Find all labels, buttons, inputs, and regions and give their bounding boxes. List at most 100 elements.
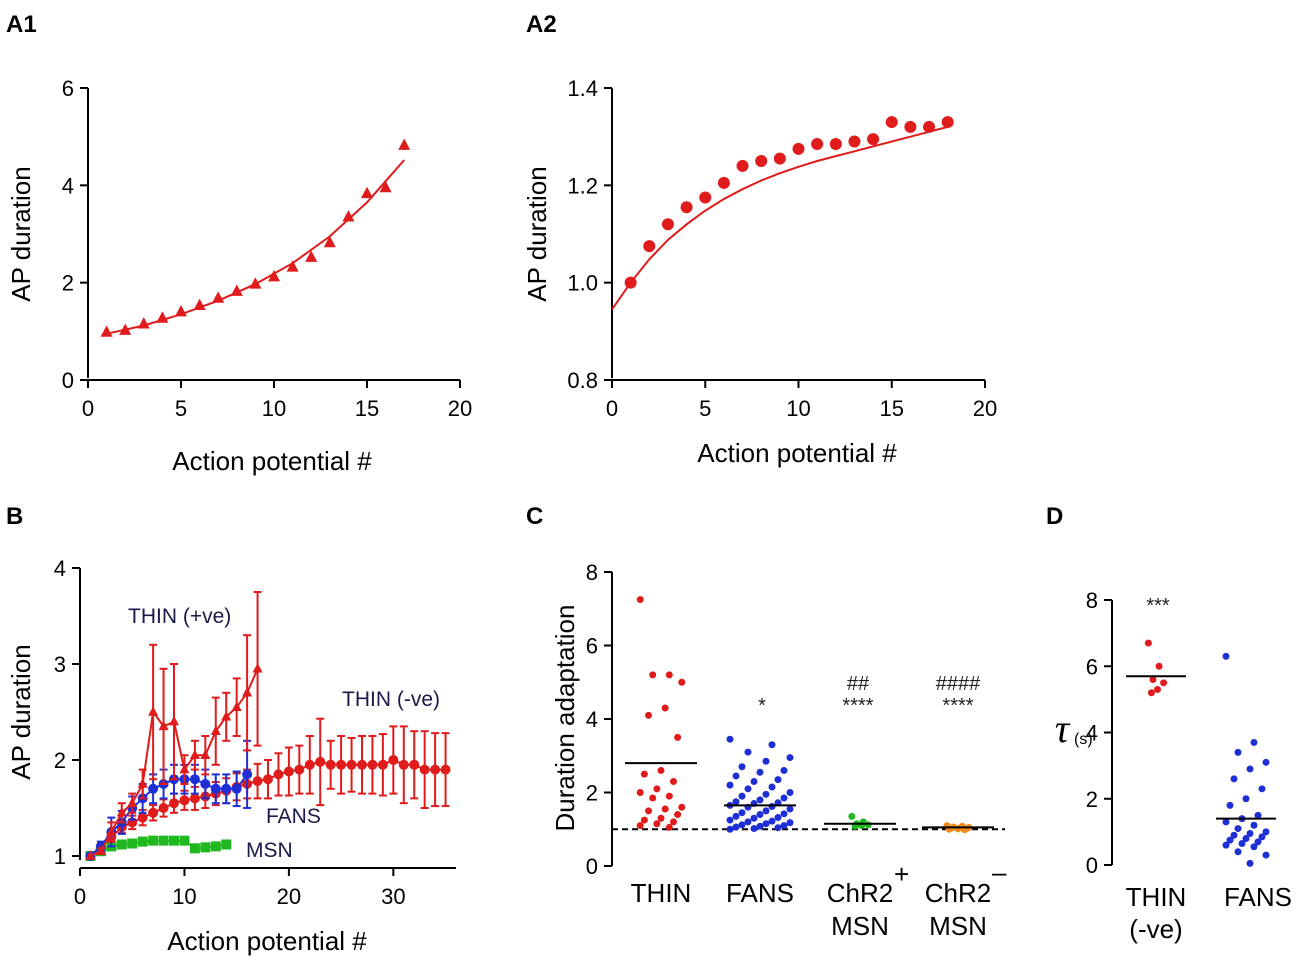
b-data-point-thin-ve [440, 764, 451, 775]
b-data-point-thin-ve [179, 795, 190, 806]
c-point-group-2 [768, 802, 776, 810]
c-point-group-1 [657, 766, 665, 774]
b-data-point-thin-ve [315, 756, 326, 767]
b-data-point-thin-ve [85, 850, 96, 860]
a1-data-point [249, 277, 262, 289]
b-data-point-thin-ve [377, 759, 388, 770]
b-data-point-thin-ve [148, 807, 159, 818]
c-category-fans: FANS [726, 878, 794, 908]
a2-data-point [867, 133, 880, 146]
c-point-group-2 [774, 776, 782, 784]
d-category-fans: FANS [1224, 882, 1292, 912]
d-point-group-2 [1242, 795, 1250, 803]
c-point-group-2 [750, 777, 758, 785]
a2-data-point [848, 135, 861, 148]
b-data-point-thin-ve [409, 759, 420, 770]
c-point-group-2 [768, 783, 776, 791]
a2-data-point [643, 240, 656, 253]
b-ylabel: AP duration [6, 644, 36, 779]
panel-label-a2: A2 [526, 11, 557, 38]
b-data-point-thin-ve [252, 776, 263, 787]
b-y-tick-label: 4 [54, 556, 66, 581]
d-point-group-2 [1222, 841, 1230, 849]
b-data-point-thin-ve [304, 759, 315, 770]
d-stars-thin: *** [1146, 595, 1170, 617]
a2-data-point [755, 155, 768, 167]
c-point-group-1 [669, 818, 677, 826]
b-data-point-msn [200, 842, 211, 853]
b-xlabel: Action potential # [167, 926, 367, 956]
d-point-group-1 [1160, 679, 1168, 687]
b-x-tick-label: 0 [74, 884, 86, 909]
c-point-group-1 [665, 823, 673, 831]
b-data-point-msn [189, 843, 200, 854]
b-data-point-thin-ve [231, 701, 242, 711]
b-data-point-thin-ve [367, 759, 378, 770]
b-data-point-thin-ve [158, 803, 169, 813]
d-ylabel-unit: (s) [1074, 731, 1093, 748]
a1-x-tick-label: 15 [355, 396, 379, 421]
c-y-tick-label: 0 [586, 854, 598, 879]
b-series-line-fans [89, 773, 248, 857]
d-point-group-2 [1230, 775, 1238, 783]
b-annotation-msn: MSN [246, 839, 293, 862]
b-data-point-thin-ve [346, 759, 357, 770]
c-y-tick-label: 8 [586, 560, 598, 585]
c-category-chr2-pos-sup: + [894, 859, 909, 889]
c-point-group-1 [674, 811, 682, 819]
b-data-point-thin-ve [148, 706, 159, 716]
b-data-point-thin-ve [242, 687, 253, 697]
b-data-point-thin-ve [283, 766, 294, 777]
b-data-point-thin-ve [200, 749, 211, 759]
d-point-group-1 [1147, 689, 1155, 697]
b-data-point-msn [137, 836, 148, 847]
a1-data-point [379, 180, 392, 193]
d-point-group-1 [1154, 685, 1162, 693]
a2-x-tick-label: 15 [880, 396, 904, 421]
d-y-tick-label: 4 [1086, 721, 1098, 746]
c-point-group-2 [738, 809, 746, 817]
a1-data-point [342, 210, 355, 222]
b-data-point-thin-ve [336, 759, 347, 770]
b-y-tick-label: 3 [54, 652, 66, 677]
c-category-chr2-neg-msn: MSN [929, 911, 987, 941]
a1-x-tick-label: 5 [175, 396, 187, 421]
a2-x-tick-label: 0 [606, 396, 618, 421]
c-point-group-1 [661, 704, 669, 712]
d-point-group-2 [1226, 801, 1234, 809]
c-point-group-2 [762, 757, 770, 765]
b-data-point-thin-ve [169, 715, 179, 726]
a1-data-point [100, 325, 113, 337]
c-point-group-2 [726, 781, 734, 789]
c-point-group-1 [653, 820, 661, 828]
c-stars-chr2-neg: **** [942, 695, 973, 717]
c-point-group-2 [774, 824, 782, 832]
b-data-point-thin-ve [189, 749, 200, 759]
d-point-group-2 [1242, 835, 1250, 842]
c-point-group-1 [665, 792, 673, 800]
c-y-tick-label: 4 [586, 707, 598, 732]
a2-data-point [699, 191, 712, 204]
c-point-group-2 [786, 819, 794, 827]
d-point-group-2 [1254, 838, 1262, 846]
c-point-group-2 [780, 794, 788, 802]
c-point-group-1 [665, 671, 673, 679]
c-point-group-1 [669, 777, 677, 785]
c-point-group-2 [786, 805, 794, 813]
d-category-thin: THIN [1126, 882, 1187, 912]
c-point-group-1 [640, 770, 648, 778]
c-point-group-2 [762, 820, 770, 828]
c-category-thin: THIN [631, 878, 692, 908]
c-point-group-2 [732, 812, 740, 820]
c-point-group-3 [864, 821, 872, 829]
b-data-point-thin-ve [95, 845, 106, 855]
c-point-group-2 [738, 763, 746, 771]
b-data-point-thin-ve [221, 711, 232, 721]
a2-data-point [811, 137, 824, 150]
d-point-group-2 [1246, 765, 1254, 773]
d-point-group-2 [1226, 836, 1234, 844]
a1-y-tick-label: 2 [62, 271, 74, 296]
d-ylabel-tau: τ [1055, 706, 1071, 751]
d-y-tick-label: 8 [1086, 588, 1098, 613]
